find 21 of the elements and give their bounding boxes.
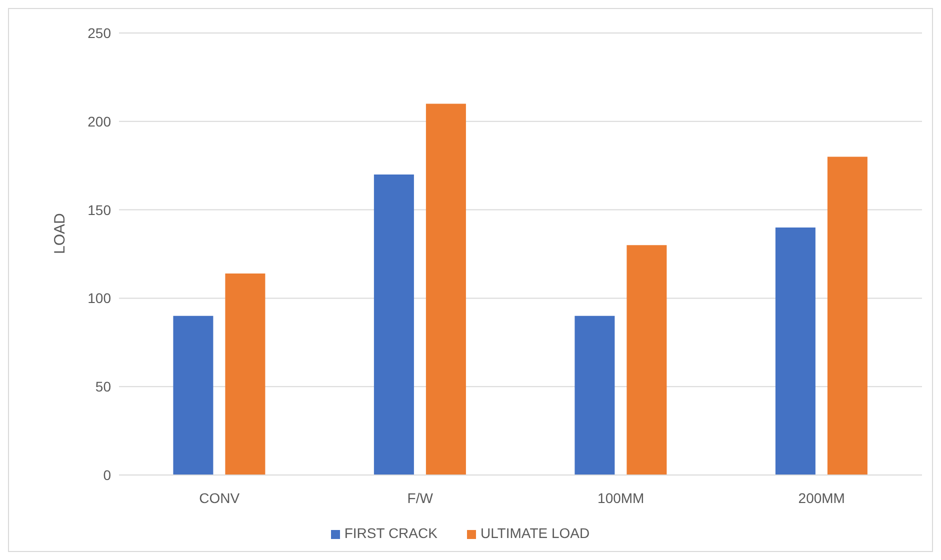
y-tick-label: 100 bbox=[88, 290, 112, 306]
bar bbox=[574, 316, 615, 475]
y-tick-label: 0 bbox=[103, 466, 112, 483]
x-tick-label: CONV bbox=[199, 490, 240, 506]
x-tick-label: 100MM bbox=[598, 490, 644, 506]
legend-label: ULTIMATE LOAD bbox=[480, 525, 590, 541]
bar bbox=[374, 174, 414, 475]
bar bbox=[173, 316, 214, 475]
bar bbox=[426, 104, 466, 475]
y-tick-label: 200 bbox=[88, 113, 112, 130]
bar bbox=[225, 273, 266, 475]
bar bbox=[827, 156, 868, 475]
x-tick-label: F/W bbox=[407, 490, 434, 506]
y-axis-title: LOAD bbox=[51, 212, 68, 254]
bar bbox=[775, 227, 816, 475]
x-tick-label: 200MM bbox=[798, 490, 845, 506]
y-tick-label: 50 bbox=[95, 378, 112, 395]
y-tick-label: 150 bbox=[88, 202, 112, 218]
legend-label: FIRST CRACK bbox=[344, 525, 438, 541]
bar bbox=[626, 245, 667, 475]
y-tick-label: 250 bbox=[88, 24, 112, 41]
